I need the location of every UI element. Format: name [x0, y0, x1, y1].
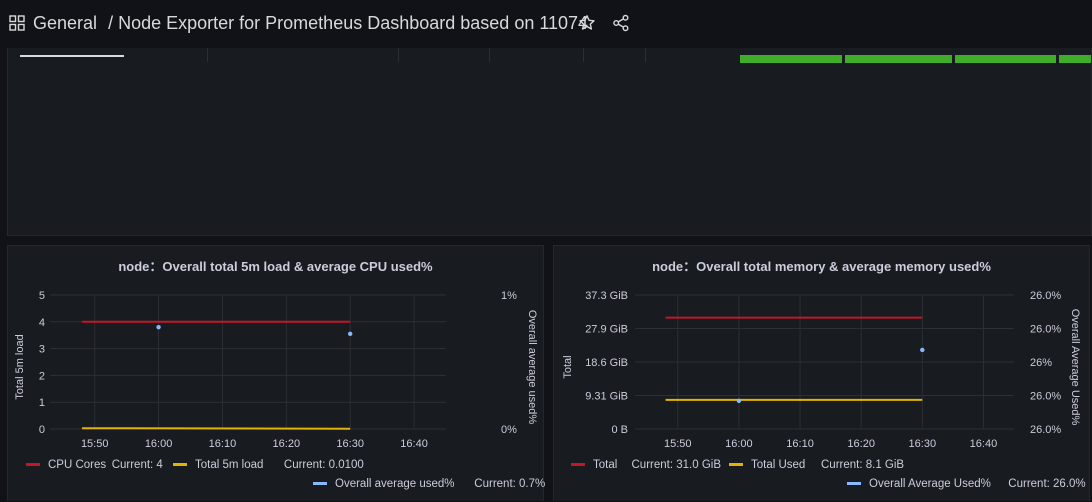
legend-series-name: CPU Cores: [48, 459, 106, 471]
series-line-total-5m-load: [81, 427, 351, 430]
x-tick-label: 15:50: [81, 438, 109, 450]
y2-tick-label: 26.0%: [1030, 424, 1061, 436]
column-divider: [398, 48, 399, 62]
panel-title[interactable]: node：Overall total memory & average memo…: [652, 259, 991, 274]
column-divider: [583, 48, 584, 62]
legend-series-name: Overall average used%: [335, 478, 455, 490]
y-tick-label: 0: [39, 424, 45, 436]
legend-swatch: [26, 463, 40, 466]
legend-swatch: [847, 482, 861, 485]
memory-chart: 37.3 GiB 27.9 GiB 18.6 GiB 9.31 GiB 0 B 26.0%…: [562, 290, 1086, 490]
column-divider: [207, 48, 208, 62]
x-tick-label: 16:00: [725, 438, 753, 450]
status-cell-bar: [740, 55, 842, 63]
x-tick-label: 16:30: [336, 438, 364, 450]
y2-tick-label: 26%: [1030, 357, 1052, 369]
cpu-load-chart: 5 4 3 2 1 0 1% 0% 15:50 16:00 16:10 16:20 16:30 16:40…: [14, 290, 545, 490]
y2-axis-label: Overall average used%: [526, 310, 538, 425]
x-tick-label: 15:50: [664, 438, 692, 450]
y-tick-label: 1: [39, 397, 45, 409]
y-axis-label: Total 5m load: [14, 334, 26, 399]
series-point: [920, 347, 925, 353]
cpu-load-panel: node：Overall total 5m load & average CPU…: [7, 245, 545, 501]
y-tick-label: 5: [39, 290, 45, 302]
series-point: [347, 331, 353, 337]
x-tick-label: 16:10: [209, 438, 237, 450]
scrolled-table-panel: [7, 48, 1092, 236]
y2-axis-label: Overall Average Used%: [1069, 309, 1081, 426]
apps-grid-icon[interactable]: [9, 15, 25, 31]
column-divider: [489, 48, 490, 62]
y-tick-label: 3: [39, 344, 45, 356]
status-cell-bar: [1059, 55, 1091, 63]
y2-tick-label: 0%: [501, 424, 517, 436]
panel-title[interactable]: node：Overall total 5m load & average CPU…: [118, 259, 433, 274]
star-icon[interactable]: [578, 14, 596, 32]
y2-tick-label: 26.0%: [1030, 324, 1061, 336]
y2-tick-label: 1%: [501, 290, 517, 302]
dashboard-header: General / Node Exporter for Prometheus D…: [0, 0, 1092, 48]
x-tick-label: 16:10: [786, 438, 814, 450]
y-tick-label: 18.6 GiB: [585, 357, 628, 369]
x-tick-label: 16:30: [909, 438, 937, 450]
legend-series-name: Total Used: [751, 459, 805, 471]
status-cell-bar: [955, 55, 1056, 63]
legend-current-value: Current: 26.0%: [1008, 478, 1085, 490]
legend-series-name: Overall Average Used%: [869, 478, 991, 490]
x-tick-label: 16:00: [145, 438, 173, 450]
legend-current-value: Current: 0.7%: [474, 478, 545, 490]
series-point: [736, 398, 742, 404]
y-axis-label: Total: [562, 355, 574, 378]
x-tick-label: 16:20: [273, 438, 301, 450]
legend-swatch: [313, 482, 327, 485]
x-tick-label: 16:40: [400, 438, 428, 450]
share-icon[interactable]: [612, 14, 630, 32]
breadcrumb-separator: /: [108, 13, 114, 33]
legend-current-value: Current: 0.0100: [284, 459, 364, 471]
legend-swatch: [571, 463, 585, 466]
y2-tick-label: 26.0%: [1030, 290, 1061, 302]
legend-current-value: Current: 31.0 GiB: [632, 459, 722, 471]
legend-series-name: Total: [593, 459, 617, 471]
column-header-underline: [20, 55, 124, 57]
legend-current-value: Current: 8.1 GiB: [821, 459, 904, 471]
legend-series-name: Total 5m load: [195, 459, 263, 471]
x-tick-label: 16:20: [847, 438, 875, 450]
legend-swatch: [729, 463, 743, 466]
y-tick-label: 37.3 GiB: [585, 290, 628, 302]
x-tick-label: 16:40: [970, 438, 998, 450]
dashboard-title[interactable]: Node Exporter for Prometheus Dashboard b…: [118, 13, 589, 33]
memory-panel: node：Overall total memory & average memo…: [553, 245, 1090, 501]
legend-current-value: Current: 4: [112, 459, 164, 471]
y2-tick-label: 26.0%: [1030, 391, 1061, 403]
status-cell-bar: [845, 55, 952, 63]
column-divider: [645, 48, 646, 62]
y-tick-label: 2: [39, 370, 45, 382]
legend-swatch: [173, 463, 187, 466]
breadcrumb-folder[interactable]: General: [33, 13, 98, 33]
y-tick-label: 0 B: [611, 424, 628, 436]
y-tick-label: 4: [39, 317, 45, 329]
y-tick-label: 9.31 GiB: [585, 391, 628, 403]
y-tick-label: 27.9 GiB: [585, 324, 628, 336]
breadcrumb: General / Node Exporter for Prometheus D…: [33, 13, 588, 34]
series-point: [156, 324, 161, 330]
